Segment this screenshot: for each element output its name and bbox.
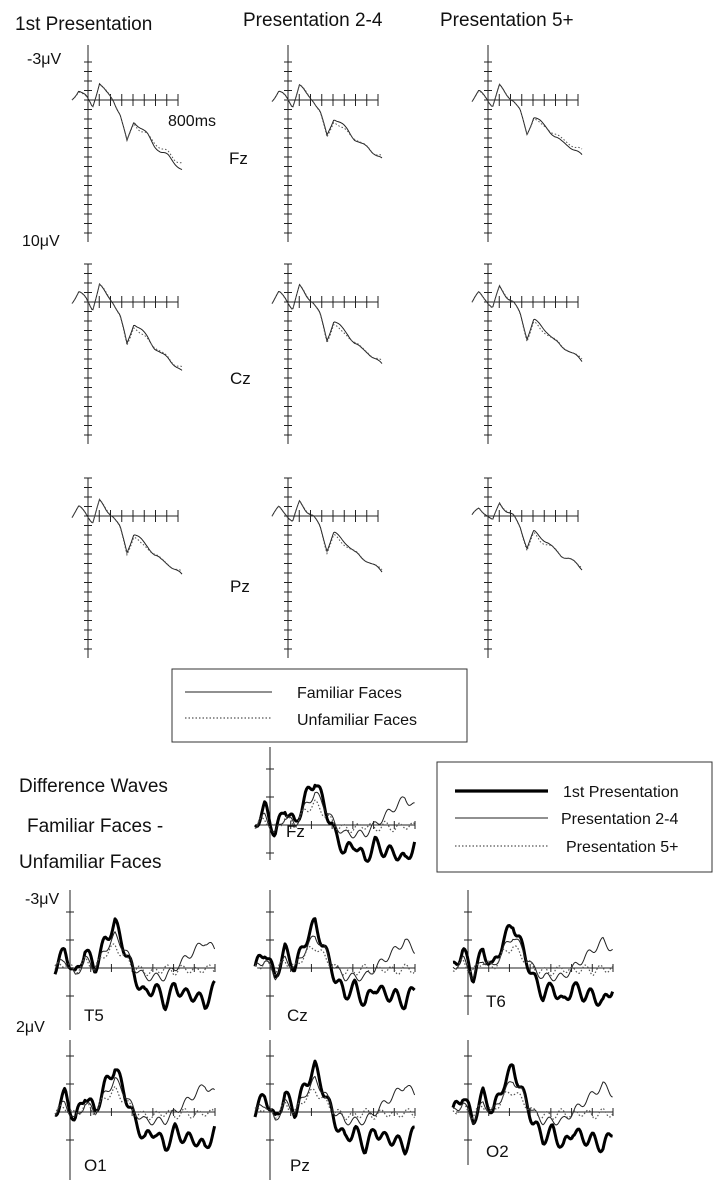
diff-electrode-cz: Cz [287, 1006, 308, 1025]
erp-panel-fz-col3 [471, 45, 583, 242]
erp-legend-label-familiar: Familiar Faces [297, 685, 402, 702]
erp-xend-label: 800ms [168, 113, 216, 130]
diff-panel-o1 [54, 1040, 217, 1180]
diff-panel-fz [253, 747, 417, 863]
column-title-3: Presentation 5+ [440, 10, 574, 31]
diff-line-5 [54, 1085, 216, 1121]
diff-line-1st [54, 1068, 217, 1152]
erp-panel-fz-col1 [71, 45, 183, 242]
erp-line-familiar [471, 83, 583, 155]
diff-legend-box [436, 761, 713, 873]
diff-panel-cz [253, 890, 416, 1030]
diff-legend-label-2-4: Presentation 2-4 [561, 811, 679, 828]
erp-line-unfamiliar [71, 498, 183, 572]
diff-line-2-4 [254, 791, 415, 839]
diff-line-2-4 [452, 936, 613, 982]
diff-line-2-4 [254, 935, 416, 982]
diff-line-5 [54, 943, 216, 977]
erp-line-familiar [71, 82, 183, 171]
erp-line-unfamiliar [471, 284, 583, 360]
diff-line-1st [253, 917, 416, 1011]
diff-line-5 [254, 799, 416, 834]
diff-ytop-label: -3μV [25, 891, 59, 908]
erp-panel-fz-col2 [271, 45, 383, 242]
diff-line-2-4 [254, 1075, 416, 1126]
diff-electrode-fz: Fz [286, 822, 305, 841]
diff-line-1st [253, 1059, 415, 1156]
diff-panel-o2 [451, 1040, 614, 1165]
diff-panel-pz [253, 1040, 416, 1180]
diff-line-2-4 [54, 1077, 215, 1126]
erp-panel-pz-col3 [471, 477, 583, 658]
erp-panel-pz-col1 [71, 477, 183, 658]
diff-line-5 [452, 945, 614, 977]
column-title-2: Presentation 2-4 [243, 10, 383, 31]
erp-electrode-pz: Pz [230, 577, 250, 596]
diff-electrode-t6: T6 [486, 992, 506, 1011]
erp-panel-cz-col2 [271, 263, 383, 444]
diff-panel-t5 [53, 890, 216, 1030]
erp-legend-box [171, 668, 468, 743]
diff-electrode-pz: Pz [290, 1156, 310, 1175]
erp-panel-pz-col2 [271, 477, 383, 658]
erp-line-unfamiliar [271, 283, 383, 361]
diff-legend-label-1st: 1st Presentation [563, 784, 679, 801]
erp-panel-cz-col3 [471, 263, 583, 444]
erp-line-unfamiliar [471, 501, 583, 569]
diff-line-1st [451, 1063, 613, 1154]
erp-line-unfamiliar [471, 83, 583, 150]
column-title-1: 1st Presentation [15, 14, 152, 35]
erp-ytop-label: -3μV [27, 51, 61, 68]
diff-electrode-o2: O2 [486, 1142, 509, 1161]
erp-line-unfamiliar [271, 499, 383, 571]
diff-line-5 [254, 1088, 416, 1121]
diff-ybottom-label: 2μV [16, 1019, 45, 1036]
diff-panel-t6 [452, 890, 615, 1015]
erp-line-unfamiliar [271, 83, 383, 156]
diff-legend-label-5: Presentation 5+ [566, 839, 679, 856]
diff-title-line-2: Familiar Faces - [27, 816, 163, 837]
erp-electrode-fz: Fz [229, 149, 248, 168]
diff-title-line-3: Unfamiliar Faces [19, 852, 162, 873]
erp-electrode-cz: Cz [230, 369, 251, 388]
diff-electrode-t5: T5 [84, 1006, 104, 1025]
diff-line-2-4 [54, 931, 216, 982]
diff-electrode-o1: O1 [84, 1156, 107, 1175]
erp-ybottom-label: 10μV [22, 233, 60, 250]
erp-panel-cz-col1 [71, 263, 183, 444]
diff-line-5 [254, 946, 416, 976]
diff-line-2-4 [452, 1081, 613, 1126]
diff-line-1st [53, 917, 216, 1012]
erp-line-unfamiliar [71, 282, 183, 367]
diff-title-line-1: Difference Waves [19, 776, 168, 797]
diff-line-1st [452, 924, 615, 1007]
erp-legend-label-unfamiliar: Unfamiliar Faces [297, 712, 417, 729]
